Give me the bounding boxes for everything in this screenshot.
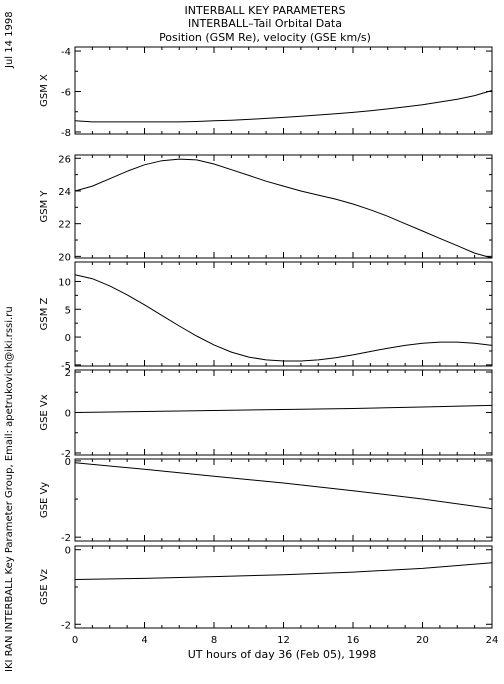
y-tick-label: 2 (65, 368, 71, 379)
y-tick-label: -6 (61, 88, 71, 99)
y-tick-label: 0 (65, 333, 71, 344)
y-tick-label: 0 (65, 409, 71, 420)
x-tick-label: 24 (486, 635, 499, 646)
y-axis-label-5: GSE Vy (39, 482, 50, 518)
y-tick-label: 24 (58, 187, 71, 198)
series-line-3 (74, 274, 493, 362)
series-line-1 (74, 90, 493, 123)
x-tick-label: 8 (211, 635, 217, 646)
y-tick-label: 10 (58, 277, 71, 288)
y-tick-label: 0 (65, 546, 71, 557)
y-tick-label: -2 (61, 449, 71, 460)
series-line-4 (74, 404, 493, 413)
y-tick-label: -8 (61, 128, 71, 139)
y-tick-label: 26 (58, 154, 71, 165)
x-tick-label: 16 (347, 635, 360, 646)
plot-date-label: Jul 14 1998 (4, 11, 15, 69)
y-tick-label: 5 (65, 305, 71, 316)
series-line-2 (74, 158, 493, 259)
y-tick-label: 22 (58, 220, 71, 231)
y-tick-label: 20 (58, 252, 71, 263)
series-line-6 (74, 562, 493, 580)
panel-frame-6 (74, 545, 493, 629)
x-tick-label: 4 (141, 635, 147, 646)
x-tick-label: 20 (416, 635, 429, 646)
panel-frame-2 (74, 154, 493, 259)
series-line-5 (74, 462, 493, 510)
y-axis-label-3: GSM Z (39, 297, 50, 330)
y-tick-label: -2 (61, 620, 71, 631)
panel-frame-3 (74, 261, 493, 367)
y-axis-label-4: GSE Vx (39, 394, 50, 430)
y-axis-label-2: GSM Y (39, 190, 50, 223)
chart-title-line-3: Position (GSM Re), velocity (GSE km/s) (159, 31, 371, 44)
panel-frame-1 (74, 46, 493, 135)
credit-label: IKI RAN INTERBALL Key Parameter Group, E… (4, 306, 15, 672)
y-tick-label: -4 (61, 47, 71, 58)
chart-title-line-2: INTERBALL–Tail Orbital Data (188, 17, 342, 30)
y-axis-label-1: GSM X (39, 74, 50, 107)
y-axis-label-6: GSE Vz (39, 569, 50, 605)
chart-title-line-1: INTERBALL KEY PARAMETERS (185, 4, 346, 17)
y-tick-label: -2 (61, 533, 71, 544)
x-tick-label: 12 (277, 635, 290, 646)
y-tick-label: 0 (65, 457, 71, 468)
panel-frame-4 (74, 369, 493, 456)
y-tick-label: -5 (61, 361, 71, 372)
x-tick-label: 0 (72, 635, 78, 646)
x-axis-title: UT hours of day 36 (Feb 05), 1998 (188, 648, 377, 661)
